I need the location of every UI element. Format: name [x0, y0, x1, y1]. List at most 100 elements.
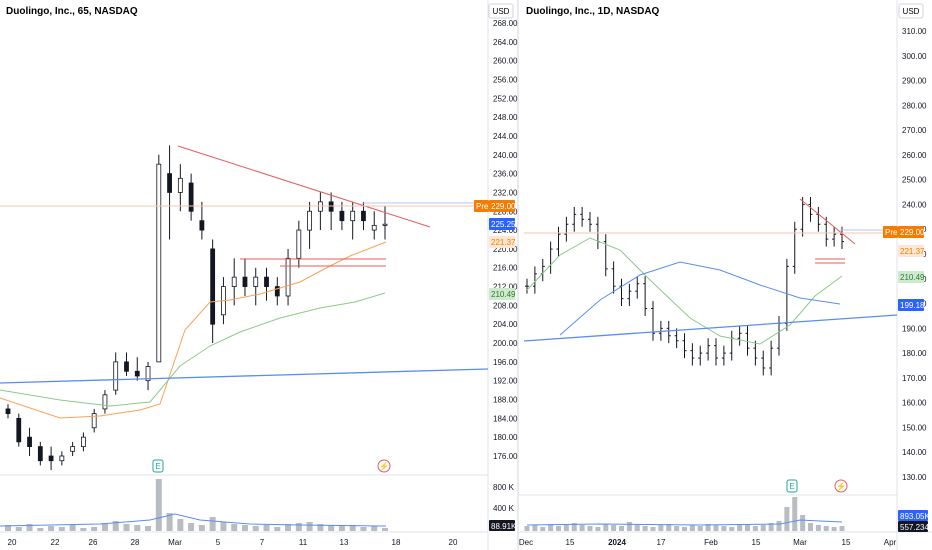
right-pre-price-label: 229.00: [900, 228, 925, 237]
volume-bar: [155, 479, 162, 531]
left-pane-background: [0, 0, 488, 550]
left-y-tick-label: 212.00: [493, 283, 518, 292]
volume-bar: [556, 526, 561, 531]
volume-bar: [697, 526, 703, 531]
volume-bar: [91, 527, 98, 531]
candle-body: [296, 229, 302, 259]
volume-bar: [768, 523, 774, 531]
left-volume-last-bg: [489, 520, 515, 531]
right-volume-v1-label: 893.05K: [900, 512, 930, 521]
trend-line-blue: [523, 314, 898, 342]
candle-body: [156, 163, 162, 363]
left-y-tick-label: 252.00: [493, 94, 518, 103]
left-time-axis[interactable]: 20 22 26 28 Mar 5 7 11 13 18 20: [8, 538, 458, 547]
volume-bar: [634, 525, 640, 531]
right-volume-v1-bg: [898, 510, 928, 521]
right-x-tick-label: 15: [752, 538, 761, 547]
volume-bar: [532, 525, 538, 531]
candle-body: [231, 276, 237, 287]
volume-bar: [37, 528, 44, 531]
lightning-icon[interactable]: [377, 459, 391, 473]
volume-bar: [101, 523, 108, 531]
candle-body: [16, 417, 22, 443]
ma-green-line: [526, 237, 843, 345]
volume-bar: [231, 524, 238, 531]
left-chart-pane[interactable]: Duolingo, Inc., 65, NASDAQ 264.00 260.00 2…: [0, 0, 518, 550]
volume-bar: [689, 525, 695, 531]
trend-line-blue: [0, 368, 489, 384]
right-x-tick-label: Feb: [704, 538, 718, 547]
left-y-tick-label: 268.00: [493, 19, 518, 28]
volume-bar: [815, 525, 821, 531]
earnings-e-icon[interactable]: [786, 479, 798, 493]
volume-bar: [166, 513, 173, 531]
volume-bar: [737, 525, 743, 531]
right-dividend-event[interactable]: ⚡: [834, 479, 848, 493]
volume-bar: [263, 525, 270, 531]
left-dividend-event[interactable]: ⚡: [377, 459, 391, 473]
volume-bar: [360, 527, 367, 531]
volume-bar: [579, 525, 585, 531]
volume-bar: [241, 525, 248, 531]
left-y-tick-label: 204.00: [493, 320, 518, 329]
right-y-tick-label: 160.00: [902, 399, 927, 408]
volume-bar: [729, 527, 735, 531]
volume-bar: [752, 526, 758, 531]
volume-bar: [349, 525, 356, 531]
left-pre-price-label-bg: [489, 200, 515, 212]
left-volume-pane: 800 K 400 K 88.91K: [0, 479, 517, 531]
right-plot-area: Pre 229.00 221.37 210.49 199.18: [523, 197, 925, 376]
volume-bar: [338, 526, 345, 531]
left-y-tick-label: 260.00: [493, 57, 518, 66]
left-earnings-event[interactable]: E: [152, 459, 164, 473]
right-time-axis[interactable]: Dec 15 2024 17 Feb 15 Mar 15 Apr: [519, 538, 897, 547]
volume-bar: [666, 524, 672, 531]
pre-tag-label: Pre: [885, 228, 898, 237]
earnings-e-label: E: [155, 462, 160, 471]
candle-body: [242, 276, 248, 287]
candle-body: [177, 177, 183, 193]
volume-bar: [220, 522, 227, 531]
right-y-tick-label: 130.00: [902, 473, 927, 482]
candle-body: [48, 455, 54, 462]
left-y-tick-label: 236.00: [493, 170, 518, 179]
right-volume-v2-bg: [898, 521, 928, 532]
volume-bar: [48, 526, 55, 531]
earnings-e-icon[interactable]: [152, 459, 164, 473]
right-chart-pane[interactable]: Duolingo, Inc., 1D, NASDAQ 310.00 300.00 2…: [517, 0, 932, 550]
candle-body: [199, 220, 205, 231]
right-ma-blue-label: 199.18: [900, 301, 925, 310]
left-currency-button[interactable]: [488, 3, 514, 19]
left-plot-area: Pre 229.00 225.25 221.37 210.49: [0, 145, 516, 471]
right-y-tick-label: 190.00: [902, 324, 927, 333]
pre-tag-bg: [883, 226, 898, 238]
left-y-tick-label: 264.00: [493, 38, 518, 47]
volume-bar: [317, 524, 324, 531]
volume-bar: [808, 523, 813, 531]
volume-bar: [611, 525, 617, 531]
right-y-tick-label: 250.00: [902, 176, 927, 185]
volume-bar: [15, 527, 22, 531]
right-ma-fast-label-bg: [898, 245, 924, 257]
left-last-price-label: 225.25: [491, 220, 516, 229]
volume-bar: [328, 525, 335, 531]
candle-body: [361, 210, 366, 222]
candle-body: [5, 408, 11, 415]
volume-bar: [721, 526, 727, 531]
volume-ma-line: [0, 513, 387, 527]
candle-body: [371, 224, 377, 231]
trend-line-red: [799, 198, 856, 245]
candle-body: [91, 413, 97, 429]
lightning-icon[interactable]: [834, 479, 848, 493]
candle-body: [274, 286, 280, 297]
right-ma-blue-label-bg: [898, 299, 924, 311]
volume-bar: [58, 527, 65, 531]
volume-bar: [524, 526, 530, 531]
left-y-tick-label: 208.00: [493, 301, 518, 310]
volume-bar: [831, 527, 837, 531]
right-earnings-event[interactable]: E: [786, 479, 798, 493]
right-currency-button[interactable]: [898, 3, 924, 19]
left-y-tick-label: 232.00: [493, 188, 518, 197]
right-ma-slow-label-bg: [898, 271, 924, 283]
